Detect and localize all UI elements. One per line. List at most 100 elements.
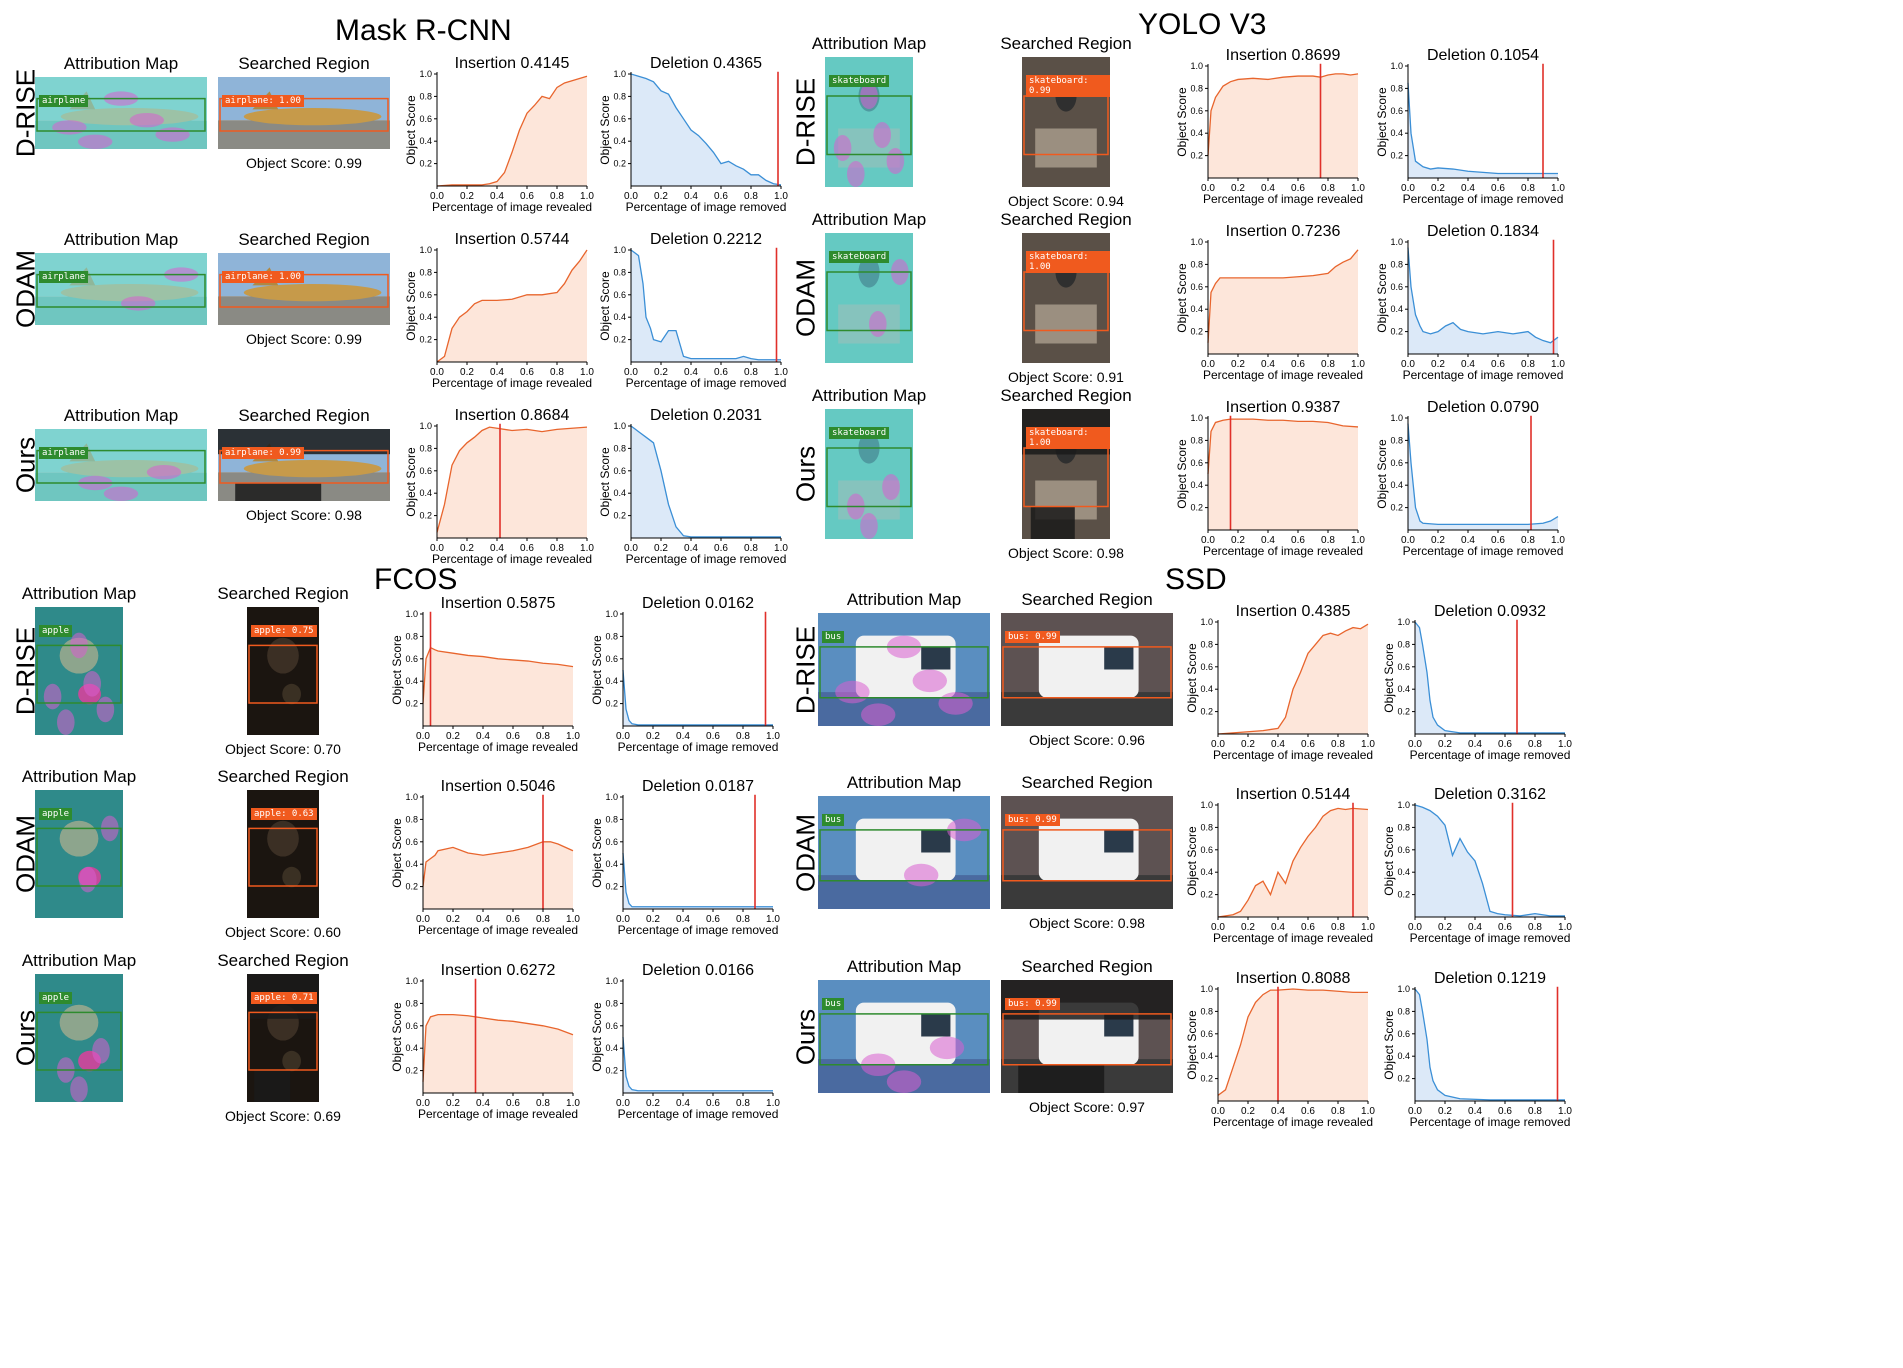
x-tick-label: 0.6 <box>1498 739 1512 750</box>
insertion-title-prefix: Insertion <box>1226 223 1292 240</box>
y-tick-label: 0.2 <box>613 159 626 169</box>
object-score-caption: Object Score: 0.96 <box>971 732 1203 748</box>
y-tick-label: 1.0 <box>1390 61 1403 71</box>
y-tick-label: 0.2 <box>1390 503 1403 513</box>
y-tick-label: 0.8 <box>1200 1006 1213 1016</box>
x-tick-label: 0.2 <box>1431 183 1445 194</box>
deletion-plot: Deletion 0.2031 0.0 0.2 0.4 0.6 0.8 1.0 0.2 0.4 0… <box>598 404 821 586</box>
area-fill <box>1408 82 1558 178</box>
x-tick-label: 0.8 <box>1321 183 1335 194</box>
y-tick-label: 0.6 <box>1397 662 1410 672</box>
x-tick-label: 0.0 <box>1211 922 1225 933</box>
y-tick-label: 0.8 <box>1190 259 1203 269</box>
attribution-heatmap-image: airplane <box>35 77 207 149</box>
insertion-title-prefix: Insertion <box>455 55 521 72</box>
deletion-score: 0.0932 <box>1497 603 1546 620</box>
deletion-title-prefix: Deletion <box>1427 399 1490 416</box>
object-score-value: 0.70 <box>313 741 341 757</box>
detection-label: bus <box>822 998 845 1010</box>
scene-image <box>1001 796 1173 909</box>
attribution-map-caption: Attribution Map <box>846 957 962 976</box>
object-score-prefix: Object Score: <box>1029 915 1118 931</box>
insertion-title-prefix: Insertion <box>455 231 521 248</box>
attribution-heatmap-image: skateboard <box>825 57 913 187</box>
insertion-plot: Insertion 0.4385 0.0 0.2 0.4 0.6 0.8 1.0 0.2 0.4… <box>1185 600 1408 782</box>
object-score-prefix: Object Score: <box>1029 732 1118 748</box>
scene-image <box>35 429 207 501</box>
y-tick-label: 0.2 <box>1390 151 1403 161</box>
deletion-score: 0.1834 <box>1490 223 1539 240</box>
x-tick-label: 1.0 <box>774 367 788 378</box>
deletion-score: 0.0790 <box>1490 399 1539 416</box>
searched-region-image: bus: 0.99 <box>1001 613 1173 726</box>
object-score-caption: Object Score: 0.98 <box>188 507 420 523</box>
y-tick-label: 0.2 <box>1397 1074 1410 1084</box>
area-fill <box>437 250 587 362</box>
y-tick-label: 0.8 <box>405 631 418 641</box>
insertion-plot: Insertion 0.8684 0.0 0.2 0.4 0.6 0.8 1.0 0.2 0.4… <box>404 404 627 586</box>
object-score-value: 0.99 <box>334 331 362 347</box>
attribution-map-caption: Attribution Map <box>811 210 927 229</box>
object-score-value: 0.94 <box>1096 193 1124 209</box>
attribution-map-panel: Attribution Map skateboard <box>812 386 926 539</box>
x-tick-label: 1.0 <box>1558 739 1572 750</box>
score-curve <box>630 425 781 538</box>
deletion-score: 0.2212 <box>713 231 762 248</box>
attribution-map-caption: Attribution Map <box>63 230 179 249</box>
x-tick-label: 0.8 <box>536 1098 550 1109</box>
insertion-score: 0.5046 <box>506 778 555 795</box>
detection-label: apple <box>39 992 73 1004</box>
x-tick-label: 0.0 <box>1401 359 1415 370</box>
y-tick-label: 1.0 <box>613 69 626 79</box>
y-tick-label: 0.8 <box>613 443 626 453</box>
score-curve <box>1407 82 1558 175</box>
insertion-score: 0.5875 <box>506 595 555 612</box>
detection-label: apple <box>39 808 73 820</box>
insertion-title: Insertion 0.6272 <box>441 962 556 979</box>
x-tick-label: 0.2 <box>646 914 660 925</box>
searched-region-caption: Searched Region <box>238 406 370 425</box>
y-axis-label: Object Score <box>590 818 604 888</box>
score-curve <box>1217 623 1369 735</box>
detection-label: bus <box>822 631 845 643</box>
plot-svg: Insertion 0.5046 0.0 0.2 0.4 0.6 0.8 1.0 0.2 0.4… <box>390 778 580 937</box>
section-title: YOLO V3 <box>1138 8 1267 41</box>
insertion-title: Insertion 0.5144 <box>1236 786 1351 803</box>
x-tick-label: 0.0 <box>430 543 444 554</box>
score-curve <box>1207 249 1359 343</box>
x-tick-label: 0.6 <box>1291 183 1305 194</box>
attribution-map-panel: Attribution Map skateboard <box>812 34 926 187</box>
x-axis-label: Percentage of image removed <box>1403 192 1564 206</box>
object-score-prefix: Object Score: <box>1008 193 1097 209</box>
deletion-title-prefix: Deletion <box>642 595 705 612</box>
x-tick-label: 0.2 <box>1438 922 1452 933</box>
deletion-title: Deletion 0.0166 <box>642 962 754 979</box>
x-tick-label: 0.0 <box>624 367 638 378</box>
detection-label: skateboard: 0.99 <box>1026 75 1110 97</box>
y-tick-label: 0.4 <box>1200 684 1213 694</box>
x-axis-label: Percentage of image removed <box>626 200 787 214</box>
y-tick-label: 0.6 <box>1190 282 1203 292</box>
x-axis-label: Percentage of image removed <box>618 740 779 754</box>
y-tick-label: 0.2 <box>1397 890 1410 900</box>
y-tick-label: 0.8 <box>1397 639 1410 649</box>
deletion-plot: Deletion 0.0162 0.0 0.2 0.4 0.6 0.8 1.0 0.2 0.4 0… <box>590 592 813 774</box>
searched-region-caption: Searched Region <box>1021 590 1153 609</box>
searched-region-caption: Searched Region <box>217 951 349 970</box>
score-curve <box>1414 988 1565 1101</box>
searched-region-panel: Searched Region skateboard: 1.00 Object Sc… <box>1000 386 1131 561</box>
y-tick-label: 0.8 <box>419 91 432 101</box>
plot-svg: Insertion 0.7236 0.0 0.2 0.4 0.6 0.8 1.0 0.2 0.4… <box>1175 223 1365 382</box>
searched-region-image: bus: 0.99 <box>1001 980 1173 1093</box>
y-tick-label: 0.6 <box>1200 845 1213 855</box>
deletion-plot: Deletion 0.4365 0.0 0.2 0.4 0.6 0.8 1.0 0.2 0.4 0… <box>598 52 821 234</box>
deletion-title: Deletion 0.0932 <box>1434 603 1546 620</box>
x-axis-label: Percentage of image revealed <box>1213 1115 1373 1129</box>
x-tick-label: 1.0 <box>1558 1106 1572 1117</box>
x-tick-label: 0.8 <box>1321 359 1335 370</box>
insertion-title: Insertion 0.5875 <box>441 595 556 612</box>
deletion-title-prefix: Deletion <box>650 55 713 72</box>
x-tick-label: 1.0 <box>1551 183 1565 194</box>
y-tick-label: 0.4 <box>613 136 626 146</box>
y-tick-label: 0.6 <box>613 290 626 300</box>
